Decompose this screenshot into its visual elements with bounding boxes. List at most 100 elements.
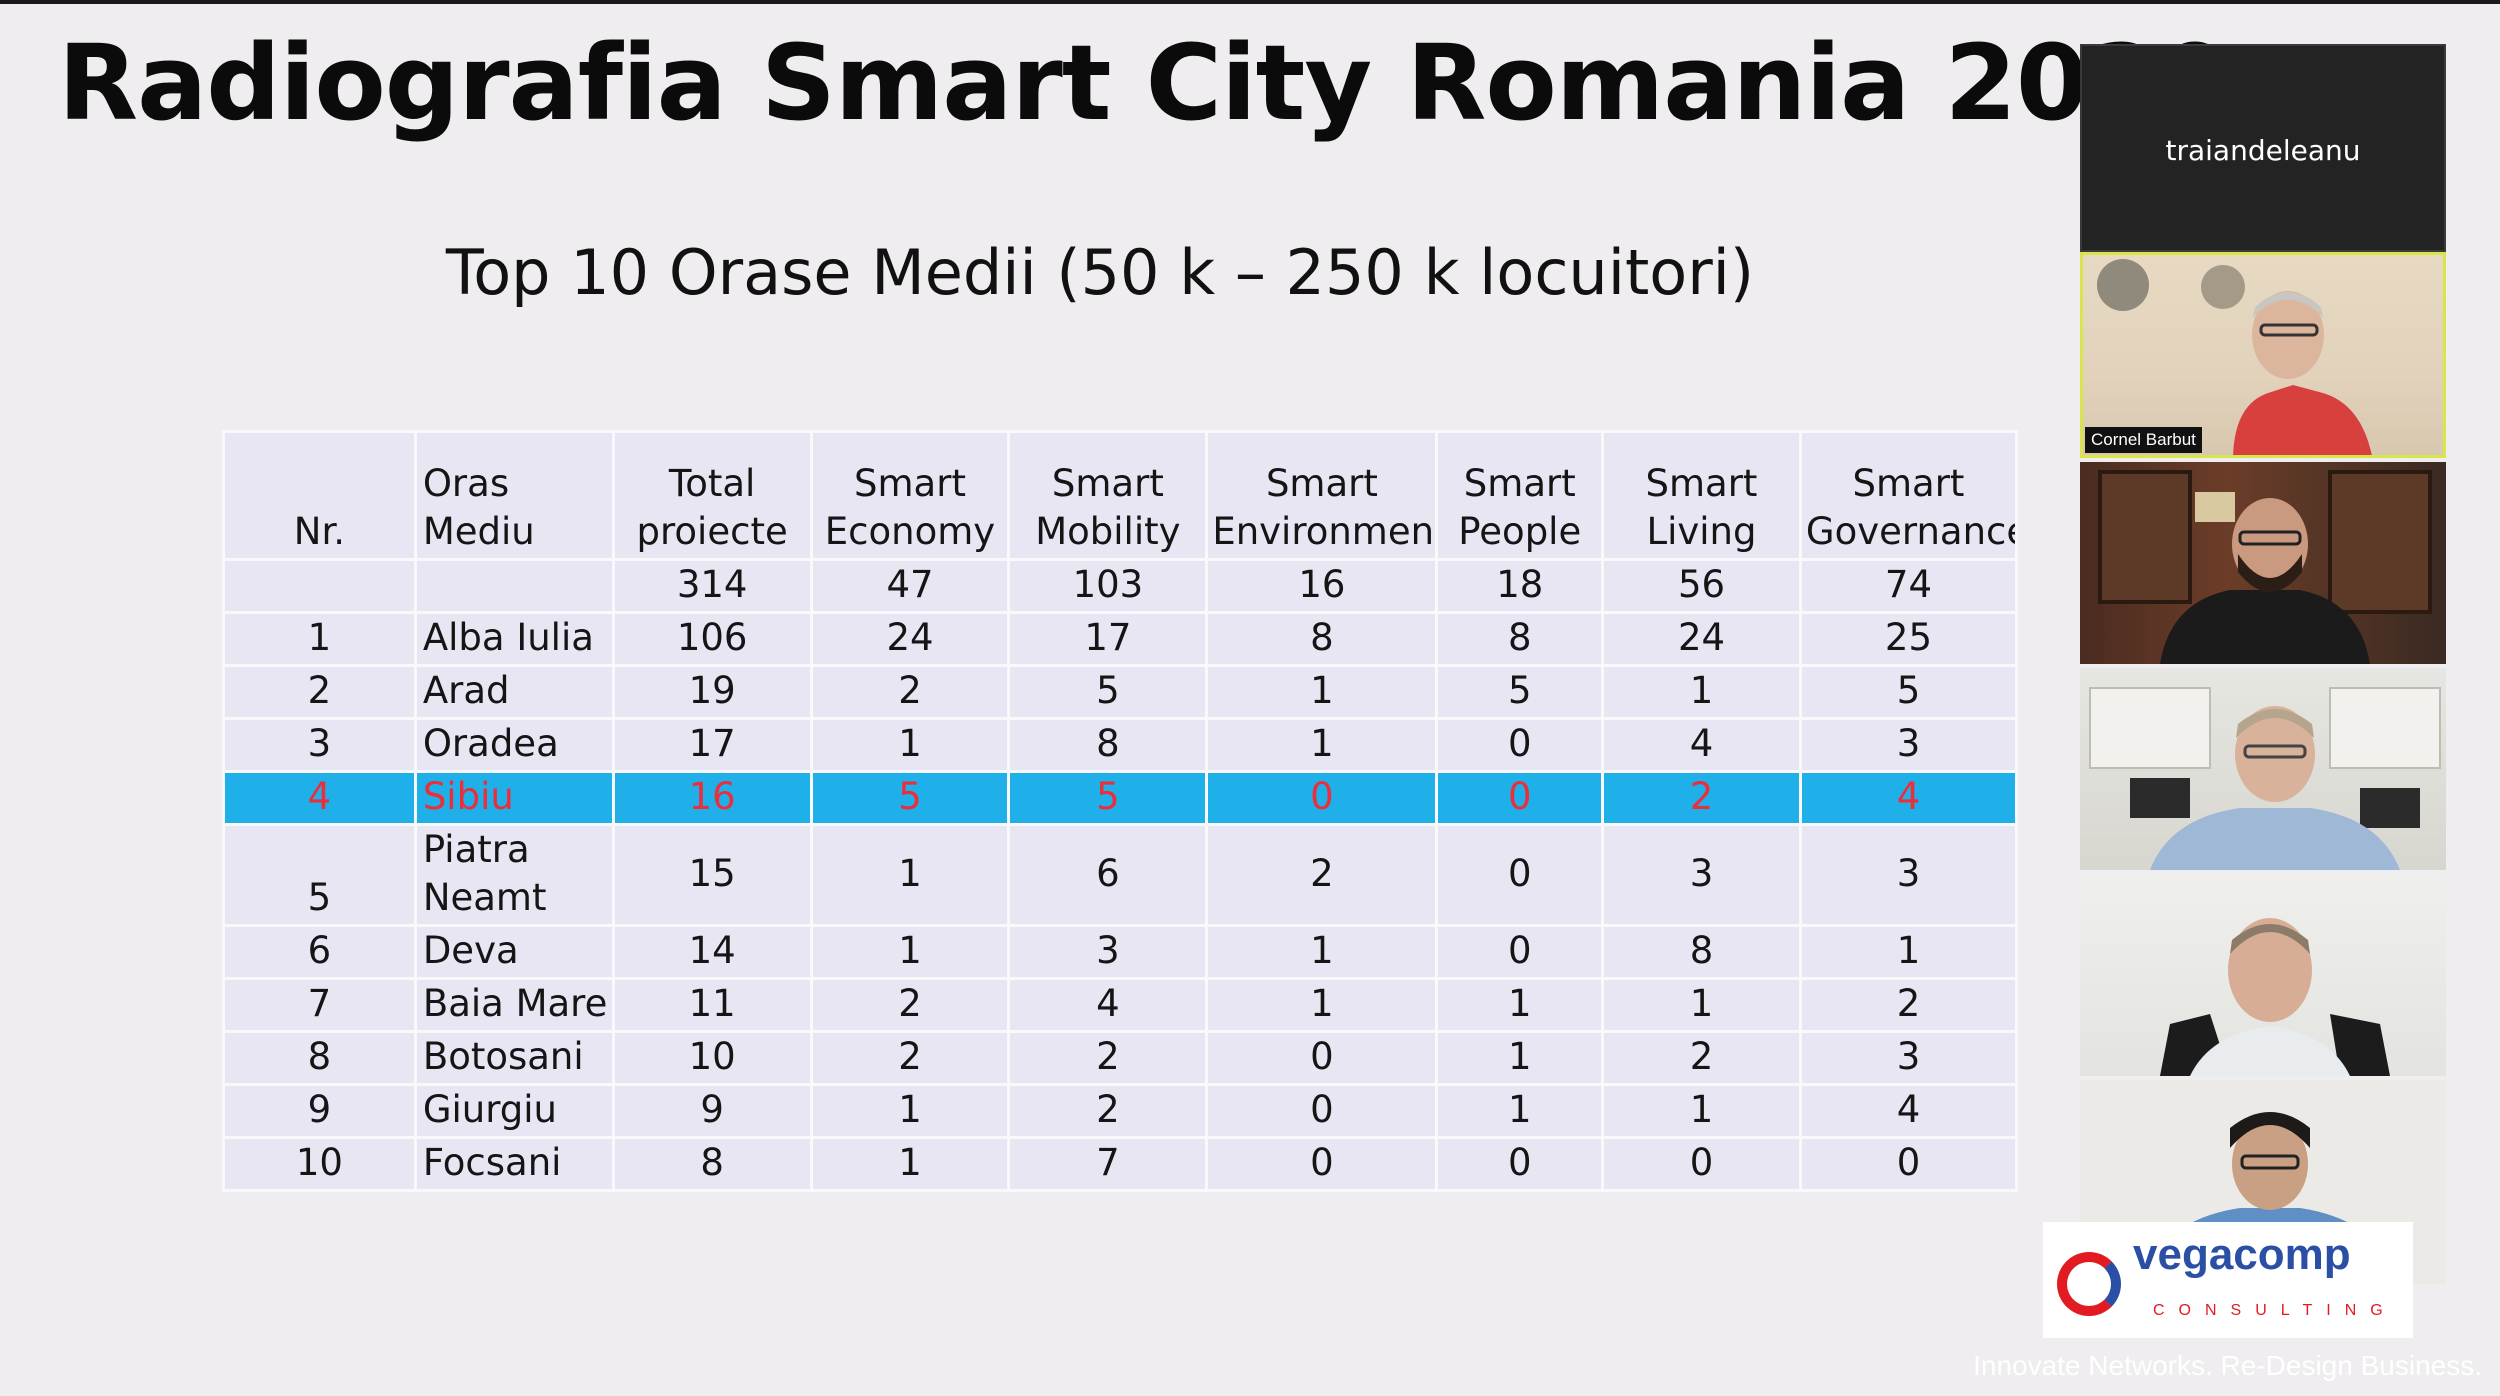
value-cell: 8	[611, 1136, 813, 1192]
table-row: 10 Focsani 8 1 7 0 0 0 0	[222, 1136, 2019, 1192]
cell-line: Living	[1646, 510, 1757, 553]
table-header-row: Nr. Oras Mediu Total proiecte Smart Economy Sma…	[222, 430, 2019, 561]
city-cell: Piatra Neamt	[413, 823, 615, 927]
value-cell: 4	[1007, 977, 1209, 1033]
value-cell: 1	[1435, 977, 1605, 1033]
totals-row: 314 47 103 16 18 56 74	[222, 558, 2019, 614]
value-cell: 14	[611, 924, 813, 980]
value-cell: 8	[1007, 717, 1209, 773]
cell-line: proiecte	[636, 510, 788, 553]
rank-cell: 6	[222, 924, 417, 980]
value-cell: 2	[1601, 770, 1802, 826]
ranking-table: Nr. Oras Mediu Total proiecte Smart Economy Sma…	[222, 430, 2019, 1192]
participant-video-4[interactable]	[2080, 668, 2446, 870]
participant-tile-traiandeleanu[interactable]: traiandeleanu	[2080, 44, 2446, 252]
rank-cell: 8	[222, 1030, 417, 1086]
value-cell: 1	[1601, 1083, 1802, 1139]
value-cell: 1	[1205, 977, 1439, 1033]
participant-video-cornel-barbut[interactable]: Cornel Barbut	[2080, 252, 2446, 458]
cell-line: Total	[668, 462, 756, 505]
value-cell: 0	[1601, 1136, 1802, 1192]
city-cell: Oradea	[413, 717, 615, 773]
value-cell: 10	[611, 1030, 813, 1086]
participant-video-3[interactable]	[2080, 462, 2446, 664]
city-cell: Botosani	[413, 1030, 615, 1086]
table-row: 3 Oradea 17 1 8 1 0 4 3	[222, 717, 2019, 773]
city-cell: Alba Iulia	[413, 611, 615, 667]
table-row: 6 Deva 14 1 3 1 0 8 1	[222, 924, 2019, 980]
city-cell: Giurgiu	[413, 1083, 615, 1139]
totals-cell: 103	[1007, 558, 1209, 614]
logo-text: vegacomp	[2133, 1230, 2351, 1279]
cell-line: Piatra	[422, 828, 530, 871]
value-cell: 0	[1205, 1030, 1439, 1086]
table-row: 9 Giurgiu 9 1 2 0 1 1 4	[222, 1083, 2019, 1139]
value-cell: 3	[1601, 823, 1802, 927]
value-cell: 4	[1798, 1083, 2019, 1139]
cell-line: Smart	[1051, 462, 1164, 505]
cell-line: Mediu	[422, 510, 535, 553]
value-cell: 0	[1435, 1136, 1605, 1192]
value-cell: 2	[809, 1030, 1011, 1086]
column-header: Nr.	[222, 430, 417, 561]
participants-panel: traiandeleanu Cornel Barbut	[2080, 44, 2446, 1284]
column-header: Smart Living	[1601, 430, 1802, 561]
rank-cell: 9	[222, 1083, 417, 1139]
cell-line: Neamt	[422, 876, 547, 919]
value-cell: 2	[809, 664, 1011, 720]
value-cell: 3	[1798, 823, 2019, 927]
totals-cell: 74	[1798, 558, 2019, 614]
table-row: 8 Botosani 10 2 2 0 1 2 3	[222, 1030, 2019, 1086]
city-cell: Baia Mare	[413, 977, 615, 1033]
column-header: Oras Mediu	[413, 430, 615, 561]
value-cell: 1	[1601, 664, 1802, 720]
totals-cell	[222, 558, 417, 614]
totals-cell	[413, 558, 615, 614]
cell-line: Mobility	[1035, 510, 1181, 553]
cell-line: Smart	[1463, 462, 1576, 505]
value-cell: 3	[1798, 717, 2019, 773]
value-cell: 24	[1601, 611, 1802, 667]
value-cell: 2	[1601, 1030, 1802, 1086]
value-cell: 106	[611, 611, 813, 667]
slide-title: Radiografia Smart City Romania 2020	[58, 22, 2231, 144]
value-cell: 11	[611, 977, 813, 1033]
totals-cell: 16	[1205, 558, 1439, 614]
value-cell: 0	[1435, 717, 1605, 773]
cell-line: Smart	[1852, 462, 1965, 505]
table-row: 1 Alba Iulia 106 24 17 8 8 24 25	[222, 611, 2019, 667]
value-cell: 7	[1007, 1136, 1209, 1192]
cell-line: Economy	[824, 510, 996, 553]
cell-line: Smart	[854, 462, 966, 505]
participant-name-tag: Cornel Barbut	[2085, 427, 2202, 453]
value-cell: 1	[1205, 924, 1439, 980]
value-cell: 1	[1435, 1030, 1605, 1086]
value-cell: 24	[809, 611, 1011, 667]
value-cell: 2	[1798, 977, 2019, 1033]
value-cell: 5	[1798, 664, 2019, 720]
logo-swirl-icon	[2057, 1252, 2121, 1316]
totals-cell: 56	[1601, 558, 1802, 614]
rank-cell: 10	[222, 1136, 417, 1192]
value-cell: 3	[1798, 1030, 2019, 1086]
value-cell: 0	[1435, 770, 1605, 826]
table-row: 7 Baia Mare 11 2 4 1 1 1 2	[222, 977, 2019, 1033]
value-cell: 9	[611, 1083, 813, 1139]
value-cell: 1	[1601, 977, 1802, 1033]
column-header: Total proiecte	[611, 430, 813, 561]
participant-video-5[interactable]	[2080, 874, 2446, 1076]
city-cell: Deva	[413, 924, 615, 980]
rank-cell: 5	[222, 823, 417, 927]
value-cell: 1	[1205, 664, 1439, 720]
rank-cell: 1	[222, 611, 417, 667]
value-cell: 5	[1007, 770, 1209, 826]
participant-video-frame	[2089, 687, 2441, 870]
value-cell: 6	[1007, 823, 1209, 927]
table-row: 5 Piatra Neamt 15 1 6 2 0 3 3	[222, 823, 2019, 927]
window-top-border	[0, 0, 2500, 4]
value-cell: 3	[1007, 924, 1209, 980]
value-cell: 0	[1205, 770, 1439, 826]
value-cell: 17	[611, 717, 813, 773]
value-cell: 5	[1007, 664, 1209, 720]
value-cell: 1	[809, 717, 1011, 773]
